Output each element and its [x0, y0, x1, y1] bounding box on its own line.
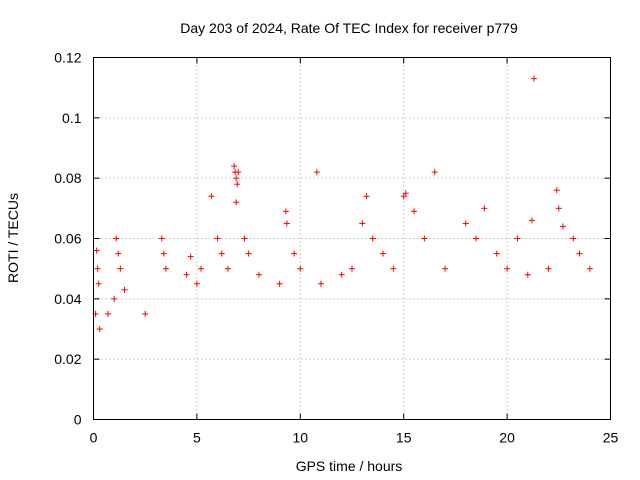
grid-lines — [93, 57, 611, 420]
axis-ticks: 0 5 10 15 20 25 0 0.02 0.04 0.06 0.08 0.1 0.12 — [54, 50, 618, 446]
data-point — [462, 220, 469, 227]
data-point — [524, 271, 531, 278]
data-point — [113, 235, 120, 242]
x-axis-label: GPS time / hours — [296, 458, 403, 474]
y-tick-label: 0.04 — [54, 291, 81, 307]
y-tick-label: 0 — [74, 412, 82, 428]
data-point — [559, 223, 566, 230]
x-tick-label: 0 — [90, 430, 98, 446]
data-point — [283, 220, 290, 227]
data-point — [504, 265, 511, 272]
data-point — [359, 220, 366, 227]
data-point — [553, 187, 560, 194]
data-point — [390, 265, 397, 272]
data-point — [94, 265, 101, 272]
y-tick-label: 0.12 — [54, 50, 81, 66]
data-point — [233, 199, 240, 206]
y-tick-label: 0.08 — [54, 170, 81, 186]
data-point — [95, 280, 102, 287]
data-point — [241, 235, 248, 242]
data-point — [380, 250, 387, 257]
data-point — [198, 265, 205, 272]
data-point — [142, 310, 149, 317]
data-point — [545, 265, 552, 272]
data-point — [231, 163, 238, 170]
data-point — [160, 250, 167, 257]
plot-frame — [93, 57, 611, 420]
x-tick-label: 25 — [603, 430, 619, 446]
data-point — [276, 280, 283, 287]
data-point — [115, 250, 122, 257]
data-point — [233, 175, 240, 182]
data-point — [255, 271, 262, 278]
data-point — [158, 235, 165, 242]
data-point — [208, 193, 215, 200]
y-tick-label: 0.06 — [54, 231, 81, 247]
data-point — [338, 271, 345, 278]
data-point — [555, 205, 562, 212]
data-point — [117, 265, 124, 272]
data-point — [282, 208, 289, 215]
data-point — [224, 265, 231, 272]
y-tick-label: 0.1 — [62, 110, 82, 126]
data-point — [363, 193, 370, 200]
data-point — [570, 235, 577, 242]
x-tick-label: 15 — [396, 430, 412, 446]
x-tick-label: 5 — [193, 430, 201, 446]
data-point — [528, 217, 535, 224]
data-point — [400, 193, 407, 200]
data-point — [235, 169, 242, 176]
y-tick-label: 0.02 — [54, 351, 81, 367]
data-point — [493, 250, 500, 257]
data-point — [349, 265, 355, 272]
data-point — [218, 250, 225, 257]
data-point — [93, 247, 100, 254]
data-point — [317, 280, 324, 287]
data-point — [421, 235, 428, 242]
chart-title: Day 203 of 2024, Rate Of TEC Index for r… — [180, 20, 518, 36]
data-point — [187, 253, 194, 260]
data-point — [111, 295, 118, 302]
data-point — [402, 190, 409, 197]
data-point — [291, 250, 298, 257]
data-point — [431, 169, 438, 176]
data-point — [514, 235, 521, 242]
data-point — [586, 265, 593, 272]
data-point — [442, 265, 449, 272]
data-point — [411, 208, 418, 215]
data-point — [214, 235, 221, 242]
data-point — [96, 326, 103, 332]
data-point — [162, 265, 169, 272]
data-point — [369, 235, 376, 242]
data-point — [193, 280, 200, 287]
data-points — [92, 75, 593, 332]
data-point — [297, 265, 304, 272]
data-point — [473, 235, 480, 242]
data-point — [530, 75, 537, 82]
data-point — [576, 250, 583, 257]
x-tick-label: 10 — [293, 430, 309, 446]
x-tick-label: 20 — [499, 430, 515, 446]
data-point — [121, 286, 128, 293]
data-point — [313, 169, 320, 176]
data-point — [245, 250, 252, 257]
data-point — [234, 181, 241, 188]
y-axis-label: ROTI / TECUs — [5, 193, 21, 283]
data-point — [481, 205, 488, 212]
data-point — [183, 271, 190, 278]
data-point — [104, 310, 111, 317]
